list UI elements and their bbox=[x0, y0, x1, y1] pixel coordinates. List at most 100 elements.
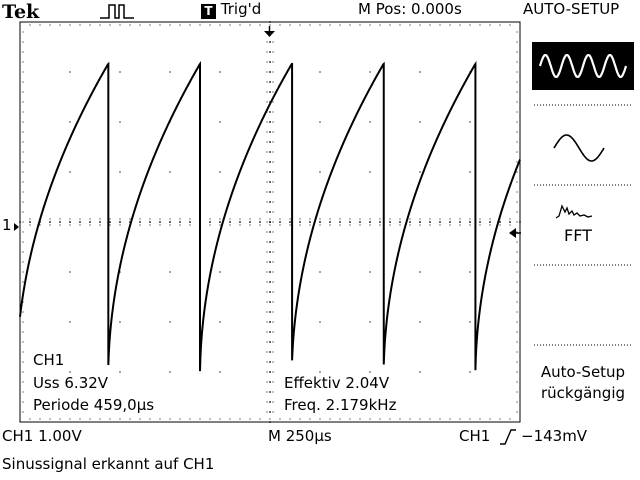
graticule-dot bbox=[119, 121, 121, 123]
center-tick-h bbox=[89, 224, 91, 226]
edge-tick bbox=[519, 24, 521, 26]
undo-auto-setup-button[interactable]: Auto-Setup rückgängig bbox=[532, 364, 634, 408]
center-tick-v bbox=[269, 291, 271, 293]
center-tick-v bbox=[266, 421, 268, 423]
center-tick-h bbox=[69, 224, 71, 226]
center-tick-v bbox=[269, 351, 271, 353]
ch1-waveform bbox=[19, 60, 521, 372]
center-tick-h bbox=[339, 221, 341, 223]
center-tick-h bbox=[359, 218, 361, 220]
edge-tick bbox=[249, 418, 251, 420]
graticule-dot bbox=[469, 371, 471, 373]
trigger-status: T Trig'd bbox=[201, 1, 261, 19]
edge-tick bbox=[89, 418, 91, 420]
center-tick-v bbox=[269, 361, 271, 363]
center-tick-h bbox=[459, 218, 461, 220]
edge-tick bbox=[22, 241, 24, 243]
edge-tick bbox=[22, 411, 24, 413]
frequency-readout: Freq. 2.179kHz bbox=[284, 396, 397, 414]
center-tick-h bbox=[259, 224, 261, 226]
center-tick-h bbox=[179, 221, 181, 223]
center-tick-h bbox=[399, 221, 401, 223]
edge-tick bbox=[309, 24, 311, 26]
edge-tick bbox=[22, 231, 24, 233]
center-tick-h bbox=[109, 221, 111, 223]
center-tick-h bbox=[19, 224, 21, 226]
graticule-dot bbox=[419, 121, 421, 123]
edge-tick bbox=[49, 24, 51, 26]
edge-tick bbox=[199, 24, 201, 26]
edge-tick bbox=[22, 331, 24, 333]
graticule-dot bbox=[369, 321, 371, 323]
center-tick-v bbox=[266, 121, 268, 123]
menu-option-single-cycle-sine[interactable] bbox=[532, 125, 634, 171]
edge-tick bbox=[22, 401, 24, 403]
edge-tick bbox=[22, 371, 24, 373]
edge-tick bbox=[516, 111, 518, 113]
graticule-dot bbox=[169, 71, 171, 73]
edge-tick bbox=[22, 251, 24, 253]
edge-tick bbox=[129, 24, 131, 26]
center-tick-h bbox=[229, 221, 231, 223]
center-tick-h bbox=[99, 224, 101, 226]
center-tick-h bbox=[159, 224, 161, 226]
center-tick-v bbox=[266, 231, 268, 233]
edge-tick bbox=[339, 24, 341, 26]
center-tick-h bbox=[329, 224, 331, 226]
center-tick-h bbox=[439, 218, 441, 220]
center-tick-v bbox=[272, 71, 274, 73]
edge-tick bbox=[22, 41, 24, 43]
center-tick-h bbox=[389, 218, 391, 220]
center-tick-v bbox=[266, 411, 268, 413]
edge-tick bbox=[516, 241, 518, 243]
edge-tick bbox=[516, 121, 518, 123]
edge-tick bbox=[516, 181, 518, 183]
center-tick-h bbox=[89, 221, 91, 223]
center-tick-v bbox=[272, 161, 274, 163]
center-tick-h bbox=[499, 221, 501, 223]
center-tick-h bbox=[379, 224, 381, 226]
center-tick-v bbox=[266, 371, 268, 373]
center-tick-h bbox=[509, 224, 511, 226]
edge-tick bbox=[516, 71, 518, 73]
graticule-dot bbox=[169, 371, 171, 373]
edge-tick bbox=[516, 421, 518, 423]
edge-tick bbox=[516, 211, 518, 213]
edge-tick bbox=[329, 418, 331, 420]
edge-tick bbox=[22, 51, 24, 53]
center-tick-v bbox=[272, 151, 274, 153]
center-tick-v bbox=[269, 171, 271, 173]
menu-option-fft[interactable]: FFT bbox=[532, 198, 634, 248]
edge-tick bbox=[516, 391, 518, 393]
center-tick-h bbox=[219, 221, 221, 223]
edge-tick bbox=[516, 141, 518, 143]
center-tick-h bbox=[479, 221, 481, 223]
center-tick-h bbox=[429, 224, 431, 226]
horizontal-position: M Pos: 0.000s bbox=[358, 0, 462, 18]
center-tick-v bbox=[269, 391, 271, 393]
center-tick-h bbox=[149, 221, 151, 223]
center-tick-h bbox=[449, 221, 451, 223]
center-tick-h bbox=[79, 224, 81, 226]
menu-option-multi-cycle-sine[interactable] bbox=[532, 42, 634, 90]
center-tick-h bbox=[99, 221, 101, 223]
edge-tick bbox=[209, 24, 211, 26]
graticule-dot bbox=[69, 71, 71, 73]
edge-tick bbox=[459, 418, 461, 420]
center-tick-h bbox=[49, 221, 51, 223]
center-tick-v bbox=[272, 21, 274, 23]
center-tick-v bbox=[269, 161, 271, 163]
center-tick-v bbox=[269, 91, 271, 93]
edge-tick bbox=[309, 418, 311, 420]
center-tick-v bbox=[266, 361, 268, 363]
graticule-dot bbox=[469, 321, 471, 323]
center-tick-v bbox=[272, 91, 274, 93]
center-tick-h bbox=[139, 221, 141, 223]
center-tick-v bbox=[269, 241, 271, 243]
center-tick-v bbox=[269, 141, 271, 143]
edge-tick bbox=[159, 24, 161, 26]
center-tick-h bbox=[349, 221, 351, 223]
edge-tick bbox=[289, 24, 291, 26]
graticule-dot bbox=[219, 121, 221, 123]
channel-ground-arrow bbox=[14, 223, 19, 231]
